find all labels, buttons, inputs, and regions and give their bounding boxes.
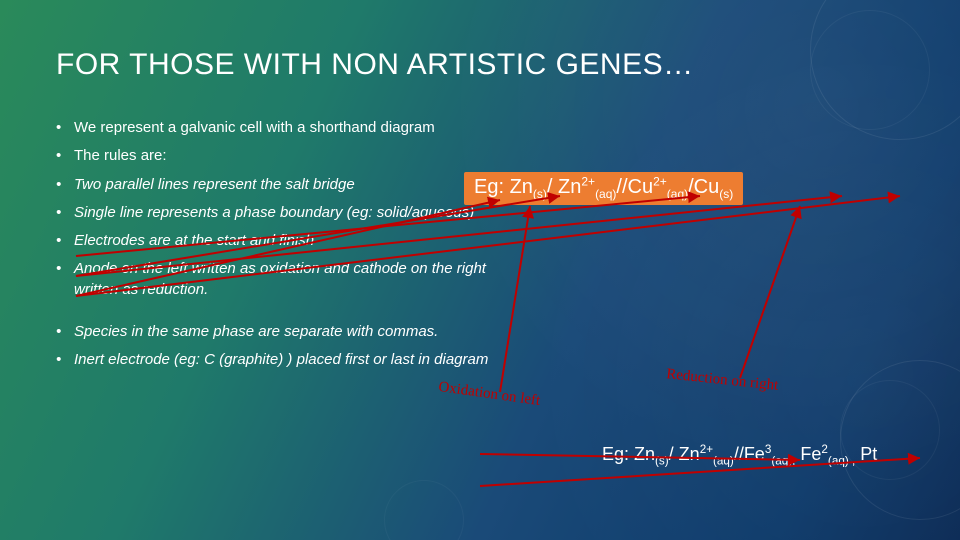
bullet-list-b: Species in the same phase are separate w… xyxy=(56,322,904,371)
bullet-item: We represent a galvanic cell with a shor… xyxy=(56,118,904,138)
formula-box-1: Eg: Zn(s)/ Zn2+(aq)//Cu2+(aq)/Cu(s) xyxy=(464,172,743,205)
bullet-list-a: We represent a galvanic cell with a shor… xyxy=(56,118,904,300)
bullet-item: Electrodes are at the start and finish xyxy=(56,231,904,251)
bullet-item: Inert electrode (eg: C (graphite) ) plac… xyxy=(56,350,516,370)
bullet-item: The rules are: xyxy=(56,146,904,166)
bullet-item: Species in the same phase are separate w… xyxy=(56,322,516,342)
bullet-item: Single line represents a phase boundary … xyxy=(56,203,904,223)
bullet-item: Anode on the left written as oxidation a… xyxy=(56,259,516,300)
formula-text-2: Eg: Zn(s)/ Zn2+(aq)//Fe3(aq), Fe2(aq) , … xyxy=(602,444,877,465)
slide-title: FOR THOSE WITH NON ARTISTIC GENES… xyxy=(56,48,904,82)
